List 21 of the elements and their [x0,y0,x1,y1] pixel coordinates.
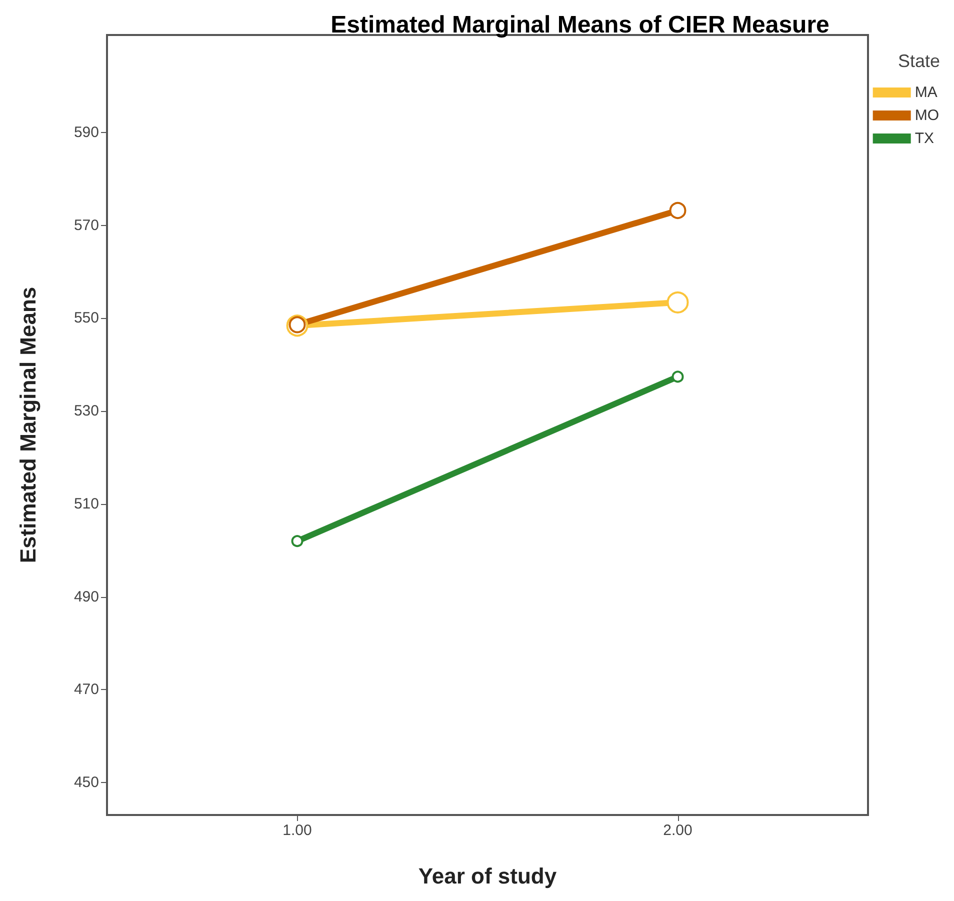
y-tick-label: 570 [74,216,99,234]
y-axis-title: Estimated Marginal Means [16,286,40,564]
x-tick-label: 2.00 [663,822,692,839]
legend-label: MO [914,107,940,124]
x-axis-title: Year of study [418,864,558,888]
y-tick-label: 470 [74,681,99,698]
y-tick-label: 530 [74,402,99,420]
y-tick-label: 590 [74,124,99,141]
point [672,370,684,383]
legend-label: MA [914,84,938,101]
y-tick-label: 450 [74,774,99,791]
point [291,535,304,548]
chart-title: Estimated Marginal Means of CIER Measure [330,12,830,38]
legend-label: TX [914,130,934,147]
y-tick-label: 490 [74,588,99,606]
point [666,291,689,314]
point [669,202,686,219]
y-tick-label: 550 [74,310,99,327]
x-tick-label: 1.00 [282,822,312,839]
y-tick-label: 510 [74,495,99,512]
legend-title: State [898,51,940,71]
